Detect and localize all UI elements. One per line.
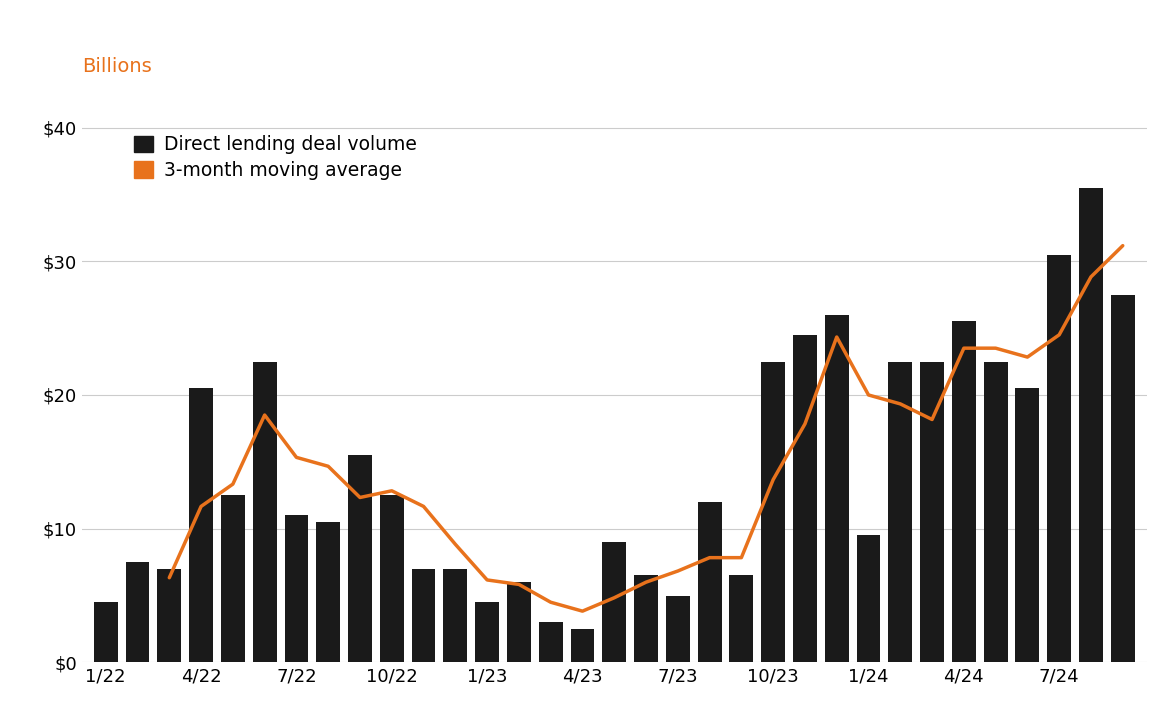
Bar <box>920 361 944 662</box>
Bar <box>697 502 722 662</box>
Bar <box>793 335 817 662</box>
Bar <box>284 516 309 662</box>
Bar <box>253 361 276 662</box>
Bar <box>1110 294 1135 662</box>
Bar <box>158 569 181 662</box>
Bar <box>984 361 1007 662</box>
Bar <box>571 629 594 662</box>
Bar <box>190 388 213 662</box>
Bar <box>1016 388 1039 662</box>
Bar <box>729 575 753 662</box>
Bar <box>380 495 404 662</box>
Bar <box>507 582 531 662</box>
Bar <box>1047 255 1071 662</box>
Bar <box>952 321 976 662</box>
Bar <box>825 315 848 662</box>
Bar <box>125 562 150 662</box>
Bar <box>603 542 626 662</box>
Bar <box>94 602 118 662</box>
Bar <box>412 569 435 662</box>
Bar <box>475 602 500 662</box>
Bar <box>634 575 658 662</box>
Bar <box>666 595 690 662</box>
Bar <box>221 495 245 662</box>
Bar <box>538 622 563 662</box>
Bar <box>888 361 913 662</box>
Bar <box>316 522 340 662</box>
Text: Billions: Billions <box>82 57 152 76</box>
Bar <box>762 361 785 662</box>
Legend: Direct lending deal volume, 3-month moving average: Direct lending deal volume, 3-month movi… <box>133 135 417 180</box>
Bar <box>856 536 880 662</box>
Bar <box>349 455 372 662</box>
Bar <box>443 569 467 662</box>
Bar <box>1079 188 1103 662</box>
